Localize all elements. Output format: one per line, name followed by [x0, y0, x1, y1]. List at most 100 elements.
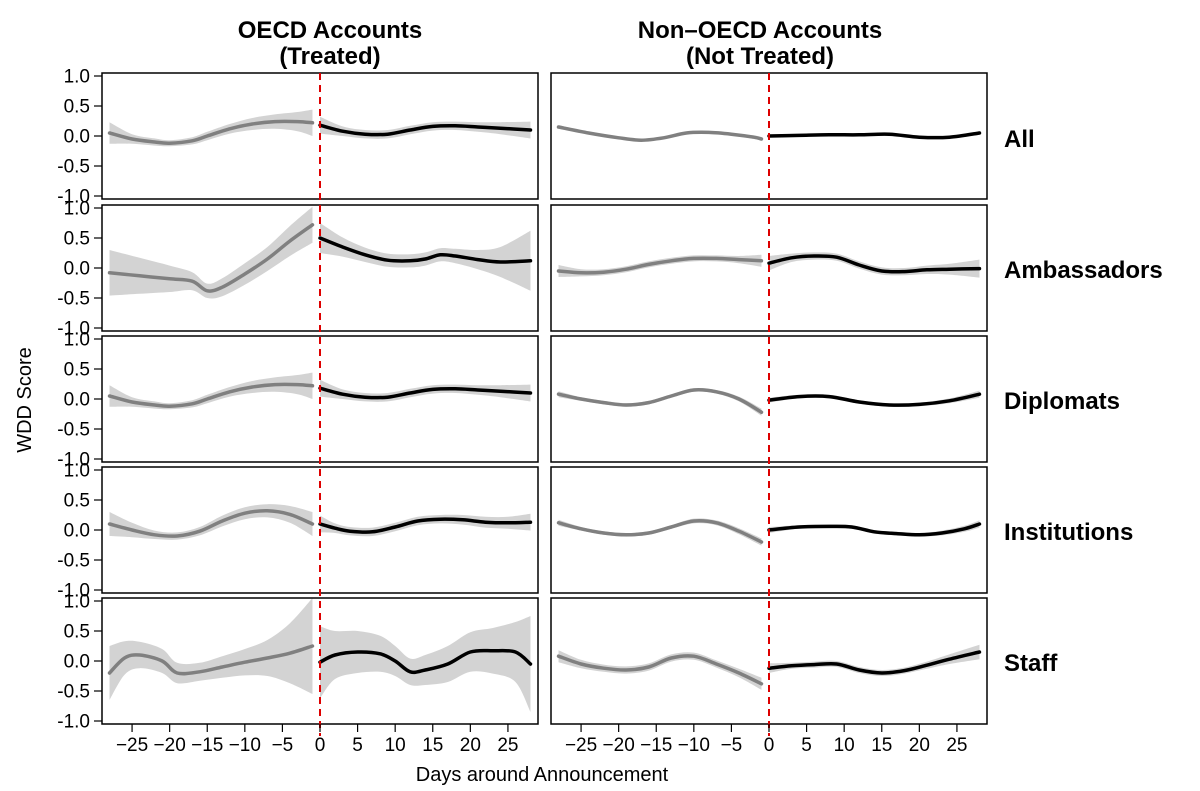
panel-plot-area	[556, 518, 982, 546]
post-confidence-band	[769, 644, 980, 677]
panel-plot-area	[107, 598, 533, 712]
col-title-nonoecd-line1: Non–OECD Accounts	[638, 17, 882, 44]
panel-plot-area	[556, 387, 982, 416]
y-tick-label: 0.0	[64, 652, 90, 673]
x-tick-label: 5	[352, 735, 363, 756]
pre-series-line	[556, 654, 764, 686]
x-tick-label: 10	[385, 735, 406, 756]
col-title-oecd-line1: OECD Accounts	[238, 17, 422, 44]
y-tick-label: -1.0	[57, 712, 90, 733]
y-tick-label: -0.5	[57, 682, 90, 703]
x-tick-label: −5	[272, 735, 294, 756]
panel-c1-r1	[550, 204, 988, 332]
pre-series-line	[556, 125, 764, 142]
post-series-line	[767, 254, 982, 274]
pre-series-line	[556, 518, 764, 544]
x-tick-label: 25	[497, 735, 518, 756]
x-tick-label: 0	[764, 735, 775, 756]
x-tick-label: −20	[154, 735, 186, 756]
x-tick-label: −15	[191, 735, 223, 756]
y-tick-label: 1.0	[64, 330, 90, 351]
y-tick-label: 0.5	[64, 229, 90, 250]
post-series-line	[318, 648, 533, 675]
post-series-line	[767, 392, 982, 407]
column-titles: OECD Accounts (Treated) Non–OECD Account…	[238, 17, 882, 70]
panel-plot-area	[556, 252, 982, 278]
x-tick-label: 20	[460, 735, 481, 756]
x-tick-label: 25	[946, 735, 967, 756]
pre-series-line	[107, 223, 315, 293]
x-tick-label: −20	[603, 735, 635, 756]
panel-plot-area	[556, 125, 982, 142]
pre-confidence-band	[109, 598, 313, 700]
pre-series-line	[556, 388, 764, 414]
panel-plot-area	[107, 372, 533, 410]
row-label-all: All	[1004, 126, 1035, 153]
x-tick-label: −15	[640, 735, 672, 756]
post-series-line	[318, 123, 533, 137]
panel-plot-area	[107, 206, 533, 299]
row-label-institutions: Institutions	[1004, 519, 1133, 546]
post-series-line	[767, 131, 982, 140]
y-tick-label: -0.5	[57, 289, 90, 310]
post-confidence-band	[320, 616, 531, 712]
post-series-line	[767, 522, 982, 537]
post-confidence-band	[320, 223, 531, 291]
pre-confidence-band	[109, 206, 313, 299]
pre-series-line	[107, 119, 315, 145]
col-title-oecd-line2: (Treated)	[279, 43, 380, 70]
col-title-nonoecd-line2: (Not Treated)	[686, 43, 834, 70]
y-tick-label: 0.5	[64, 360, 90, 381]
row-label-staff: Staff	[1004, 650, 1058, 677]
y-tick-label: 0.0	[64, 390, 90, 411]
y-tick-label: 0.5	[64, 97, 90, 118]
y-tick-label: 0.0	[64, 259, 90, 280]
y-tick-label: -0.5	[57, 551, 90, 572]
panel-c1-r4	[550, 597, 988, 725]
x-tick-label: 15	[871, 735, 892, 756]
y-tick-label: 0.5	[64, 622, 90, 643]
y-tick-label: -0.5	[57, 420, 90, 441]
x-tick-label: 15	[422, 735, 443, 756]
x-tick-label: 5	[801, 735, 812, 756]
post-series-line	[318, 236, 533, 264]
x-tick-label: 0	[315, 735, 326, 756]
pre-confidence-band	[109, 372, 313, 410]
x-tick-label: −10	[678, 735, 710, 756]
x-tick-label: −10	[229, 735, 261, 756]
axes: −25 −20 −15 −10 −5 0 5 10 15 20 25 −25 −20 −15 −10 −5 0 5…	[57, 67, 967, 757]
pre-series-line	[107, 509, 315, 538]
post-series-line	[318, 517, 533, 534]
y-tick-label: -1.0	[57, 450, 90, 471]
row-label-ambassadors: Ambassadors	[1004, 257, 1163, 284]
pre-series-line	[107, 644, 315, 676]
panel-plot-area	[556, 644, 982, 690]
panel-plot-area	[107, 109, 533, 147]
row-labels: All Ambassadors Diplomats Institutions S…	[1004, 126, 1163, 677]
y-tick-label: -1.0	[57, 581, 90, 602]
x-tick-label: −25	[565, 735, 597, 756]
panel-c1-r2	[550, 335, 988, 463]
y-tick-label: -0.5	[57, 157, 90, 178]
y-tick-label: 1.0	[64, 461, 90, 482]
x-axis-title: Days around Announcement	[416, 764, 669, 786]
pre-confidence-band	[109, 504, 313, 540]
y-tick-label: 1.0	[64, 199, 90, 220]
x-tick-label: 20	[909, 735, 930, 756]
y-tick-label: -1.0	[57, 187, 90, 208]
y-tick-label: 0.0	[64, 521, 90, 542]
y-axis-title: WDD Score	[14, 347, 36, 453]
x-tick-label: −5	[721, 735, 743, 756]
y-tick-label: 1.0	[64, 67, 90, 88]
x-tick-label: 10	[834, 735, 855, 756]
x-tick-label: −25	[116, 735, 148, 756]
pre-series-line	[556, 256, 764, 275]
post-series-line	[767, 650, 982, 675]
y-tick-label: -1.0	[57, 319, 90, 340]
pre-series-line	[107, 382, 315, 408]
y-tick-label: 0.5	[64, 491, 90, 512]
row-label-diplomats: Diplomats	[1004, 388, 1120, 415]
y-tick-label: 1.0	[64, 592, 90, 613]
post-series-line	[318, 386, 533, 400]
